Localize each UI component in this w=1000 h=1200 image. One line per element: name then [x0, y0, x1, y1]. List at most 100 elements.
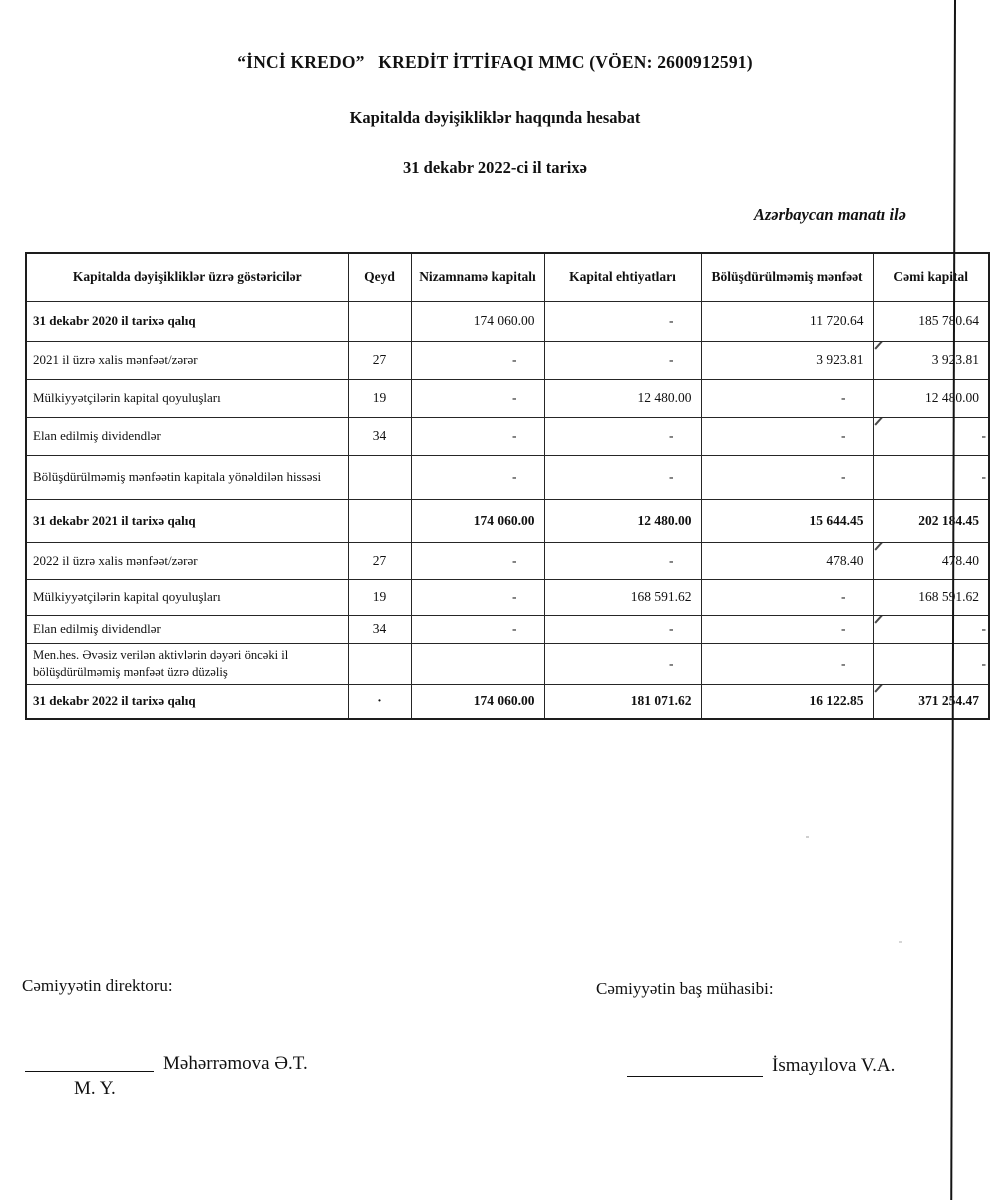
value-cell: -	[410, 340, 545, 380]
row-label: Mülkiyyətçilərin kapital qoyuluşları	[25, 578, 349, 616]
value-cell: -	[410, 378, 545, 418]
table-row-net-profit-2021: 2021 il üzrə xalis mənfəət/zərər 27 - - …	[25, 340, 990, 380]
value-cell: 174 060.00	[410, 498, 545, 543]
value-cell: -	[410, 578, 545, 616]
value-cell: -	[872, 454, 990, 500]
row-label: Elan edilmiş dividendlər	[25, 416, 349, 456]
equity-changes-table: Kapitalda dəyişikliklər üzrə göstəricilə…	[25, 252, 990, 720]
col-header-retained-earnings: Bölüşdürülməmiş mənfəət	[700, 252, 874, 302]
note-cell: 34	[347, 416, 412, 456]
value-cell: 371 254.47	[872, 683, 990, 720]
currency-note: Azərbaycan manatı ilə	[753, 205, 906, 224]
chief-accountant-role-label: Cəmiyyətin baş mühasibi:	[596, 979, 774, 998]
value-cell: -	[543, 416, 702, 456]
value-cell: 478.40	[872, 541, 990, 580]
value-text: -	[981, 428, 987, 443]
col-header-total-capital: Cəmi kapital	[872, 252, 990, 302]
row-label: 31 dekabr 2020 il tarixə qalıq	[25, 300, 349, 342]
note-cell: 19	[347, 578, 412, 616]
col-header-note: Qeyd	[347, 252, 412, 302]
value-cell: 3 923.81	[872, 340, 990, 380]
note-cell	[347, 300, 412, 342]
table-row-declared-dividends-2021: Elan edilmiş dividendlər 34 - - - -	[25, 416, 990, 456]
note-cell: 27	[347, 340, 412, 380]
note-cell: 27	[347, 541, 412, 580]
table-row-declared-dividends-2022: Elan edilmiş dividendlər 34 - - - -	[25, 614, 990, 644]
value-cell: -	[410, 454, 545, 500]
row-label: Bölüşdürülməmiş mənfəətin kapitala yönəl…	[25, 454, 349, 500]
scan-artifact-mark	[874, 418, 884, 425]
scan-artifact-mark	[874, 685, 884, 692]
row-label: Elan edilmiş dividendlər	[25, 614, 349, 644]
note-cell: 19	[347, 378, 412, 418]
row-label: 2022 il üzrə xalis mənfəət/zərər	[25, 541, 349, 580]
value-cell: -	[410, 541, 545, 580]
value-cell: -	[543, 642, 702, 685]
table-row-balance-2020: 31 dekabr 2020 il tarixə qalıq 174 060.0…	[25, 300, 990, 342]
table-row-asset-adjustment: Men.hes. Əvəsiz verilən aktivlərin dəyər…	[25, 642, 990, 685]
row-label: Mülkiyyətçilərin kapital qoyuluşları	[25, 378, 349, 418]
director-signature-line	[25, 1071, 154, 1072]
value-cell: -	[543, 541, 702, 580]
value-text: -	[981, 621, 987, 636]
value-cell: -	[410, 416, 545, 456]
scan-artifact-mark	[874, 616, 884, 623]
value-cell: 15 644.45	[700, 498, 874, 543]
table-header-row: Kapitalda dəyişikliklər üzrə göstəricilə…	[25, 252, 990, 302]
value-cell: -	[700, 416, 874, 456]
value-text: 3 923.81	[931, 352, 979, 367]
seal-placeholder: M. Y.	[74, 1078, 116, 1099]
value-cell: -	[543, 454, 702, 500]
value-cell: -	[700, 642, 874, 685]
director-name: Məhərrəmova Ə.T.	[163, 1053, 308, 1074]
note-cell	[347, 642, 412, 685]
col-header-indicators: Kapitalda dəyişikliklər üzrə göstəricilə…	[25, 252, 349, 302]
col-header-capital-reserves: Kapital ehtiyatları	[543, 252, 702, 302]
report-title: Kapitalda dəyişikliklər haqqında hesabat	[349, 108, 641, 127]
value-cell: 12 480.00	[543, 498, 702, 543]
value-cell: 185 780.64	[872, 300, 990, 342]
value-cell: -	[872, 416, 990, 456]
value-text: 478.40	[941, 552, 979, 568]
chief-accountant-name: İsmayılova V.A.	[772, 1055, 896, 1076]
table-row-net-profit-2022: 2022 il üzrə xalis mənfəət/zərər 27 - - …	[25, 541, 990, 580]
value-cell: 3 923.81	[700, 340, 874, 380]
scan-speck	[806, 836, 809, 838]
value-cell: 478.40	[700, 541, 874, 580]
value-cell: 168 591.62	[543, 578, 702, 616]
col-header-charter-capital: Nizamnamə kapitalı	[410, 252, 545, 302]
table-row-retained-to-capital: Bölüşdürülməmiş mənfəətin kapitala yönəl…	[25, 454, 990, 500]
table-row-owner-contributions-2022: Mülkiyyətçilərin kapital qoyuluşları 19 …	[25, 578, 990, 616]
table-row-balance-2022: 31 dekabr 2022 il tarixə qalıq · 174 060…	[25, 683, 990, 720]
note-cell: 34	[347, 614, 412, 644]
company-title: “İNCİ KREDO” KREDİT İTTİFAQI MMC (VÖEN: …	[237, 52, 753, 72]
report-date: 31 dekabr 2022-ci il tarixə	[403, 158, 587, 177]
value-cell: -	[700, 614, 874, 644]
value-cell: 181 071.62	[543, 683, 702, 720]
value-cell: 12 480.00	[872, 378, 990, 418]
value-cell: -	[410, 614, 545, 644]
value-cell: 202 184.45	[872, 498, 990, 543]
scan-artifact-mark	[874, 543, 884, 550]
value-cell: -	[700, 578, 874, 616]
scan-artifact-mark	[874, 342, 884, 349]
value-cell: 11 720.64	[700, 300, 874, 342]
value-cell: -	[700, 378, 874, 418]
table-row-owner-contributions-2021: Mülkiyyətçilərin kapital qoyuluşları 19 …	[25, 378, 990, 418]
row-label: 2021 il üzrə xalis mənfəət/zərər	[25, 340, 349, 380]
value-cell: -	[872, 642, 990, 685]
value-cell: -	[872, 614, 990, 644]
value-cell: -	[700, 454, 874, 500]
row-label: Men.hes. Əvəsiz verilən aktivlərin dəyər…	[25, 642, 349, 685]
value-cell: 12 480.00	[543, 378, 702, 418]
chief-accountant-signature-line	[627, 1076, 763, 1077]
value-text: 371 254.47	[918, 693, 979, 709]
value-cell: -	[543, 614, 702, 644]
value-cell	[410, 642, 545, 685]
value-cell: -	[543, 300, 702, 342]
value-cell: 174 060.00	[410, 683, 545, 720]
row-label: 31 dekabr 2021 il tarixə qalıq	[25, 498, 349, 543]
value-cell: -	[543, 340, 702, 380]
row-label: 31 dekabr 2022 il tarixə qalıq	[25, 683, 349, 720]
